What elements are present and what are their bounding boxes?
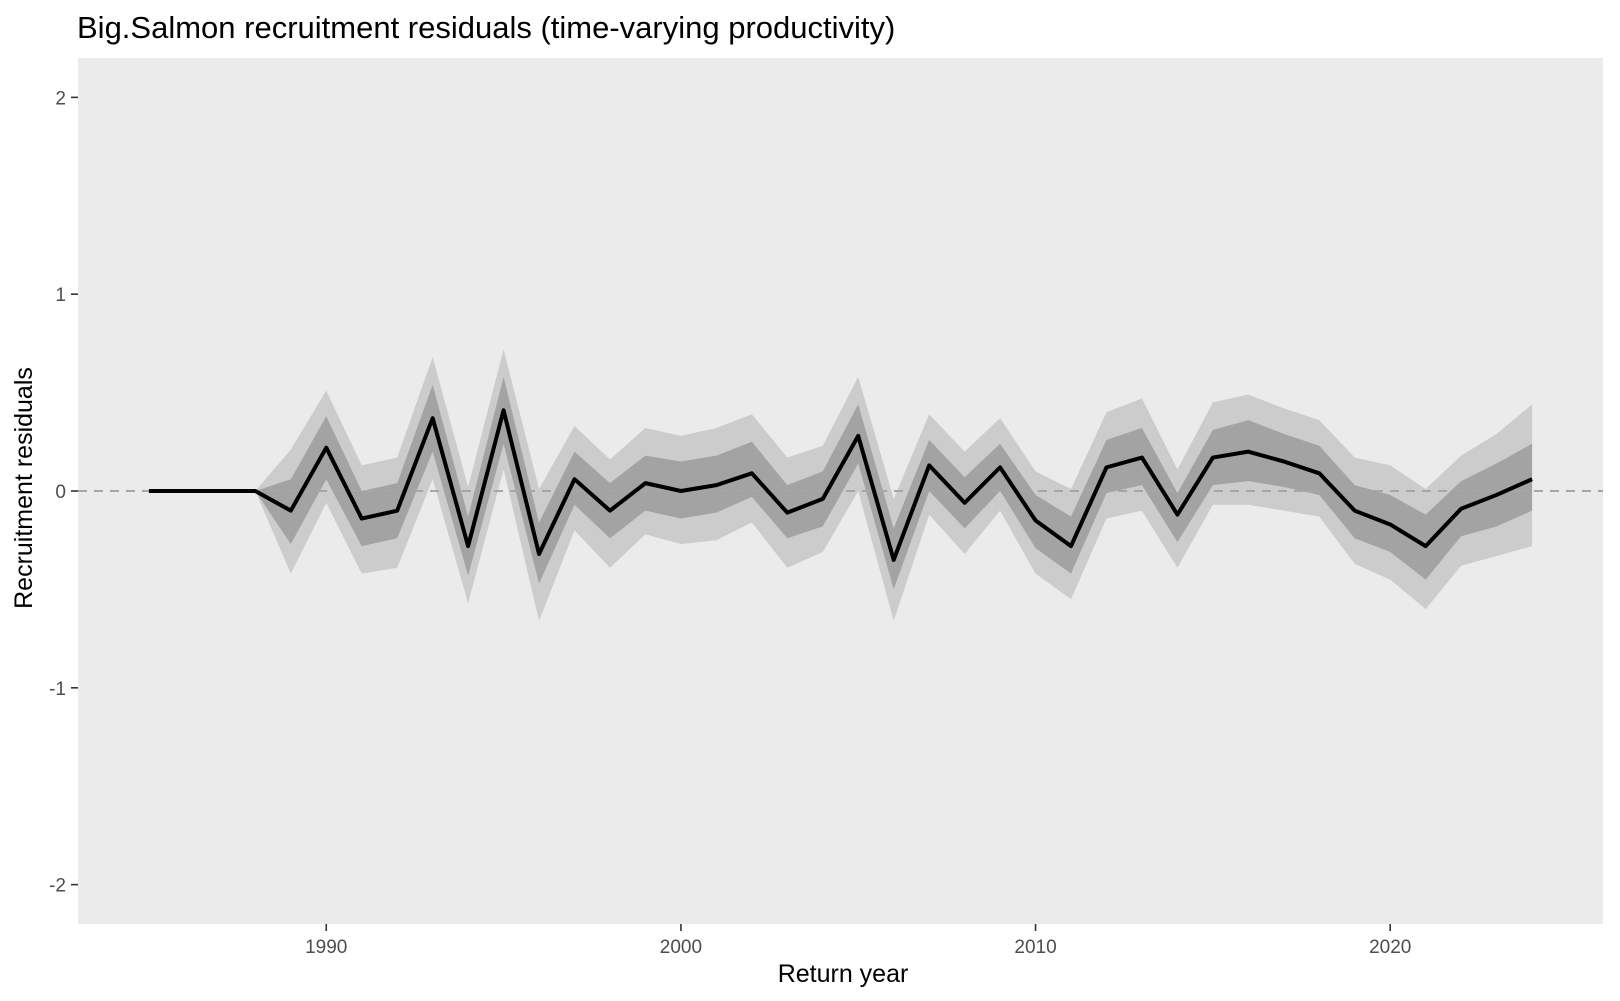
x-tick-label-2010: 2010 [1014, 937, 1056, 958]
y-tick-label-4: -2 [49, 876, 66, 897]
y-tick-label-3: -1 [49, 679, 66, 700]
x-tick-label-2000: 2000 [660, 937, 702, 958]
y-tick-label-1: 1 [55, 285, 66, 306]
credible-bands [148, 349, 1533, 621]
y-tick-label-0: 2 [55, 88, 66, 109]
inner-credible-band [148, 376, 1533, 590]
chart-title: Big.Salmon recruitment residuals (time-v… [77, 10, 895, 45]
y-tick-label-2: 0 [55, 482, 66, 503]
series-lines [148, 408, 1533, 562]
x-axis-title: Return year [778, 960, 909, 988]
series-line-0 [148, 408, 1533, 562]
y-axis-title: Recruitment residuals [10, 367, 38, 609]
x-tick-label-2020: 2020 [1369, 937, 1411, 958]
x-tick-label-1990: 1990 [305, 937, 347, 958]
y-axis: 2 1 0 -1 -2 [49, 88, 78, 897]
x-axis: 1990 2000 2010 2020 [305, 924, 1411, 958]
